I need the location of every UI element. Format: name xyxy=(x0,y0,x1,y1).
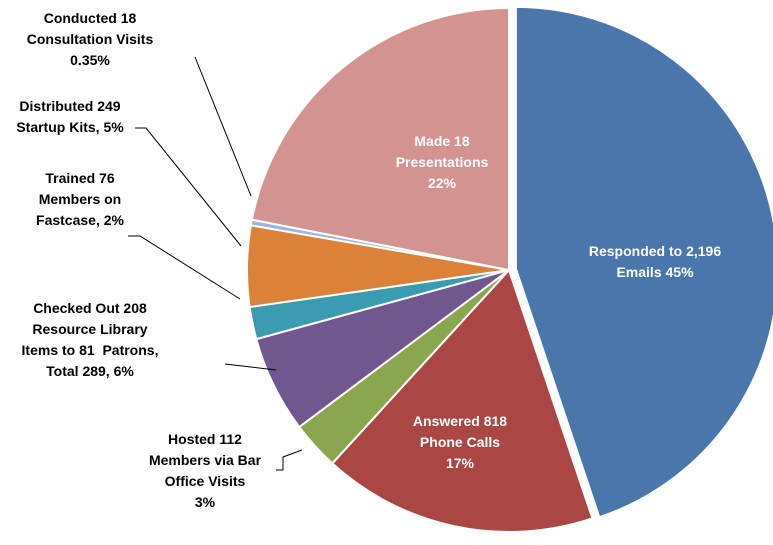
value-label: 3% xyxy=(194,494,216,510)
category-label: Made 18 Presentations xyxy=(395,133,489,170)
slice-label: Checked Out 208 Resource Library Items t… xyxy=(22,298,159,382)
category-label: Responded to 2,196 Emails xyxy=(588,243,722,280)
pie-slice xyxy=(514,5,773,519)
value-label: 0.35% xyxy=(70,52,110,68)
slice-label: Conducted 18 Consultation Visits 0.35% xyxy=(27,8,154,71)
pie-slice xyxy=(250,6,510,272)
slice-label: Answered 818 Phone Calls 17% xyxy=(413,411,507,474)
category-label: Trained 76 Members on Fastcase, xyxy=(36,170,122,228)
category-label: Checked Out 208 Resource Library Items t… xyxy=(21,300,159,379)
leader-line xyxy=(276,449,303,471)
pie-slice xyxy=(330,268,594,533)
slice-label: Made 18 Presentations 22% xyxy=(396,131,489,194)
value-label: 45% xyxy=(665,264,694,280)
category-label: Conducted 18 Consultation Visits xyxy=(26,10,154,47)
value-label: 17% xyxy=(445,455,475,471)
value-label: 22% xyxy=(427,175,457,191)
leader-line xyxy=(224,363,277,371)
leader-line xyxy=(135,127,242,247)
slice-label: Responded to 2,196 Emails 45% xyxy=(589,241,721,283)
leader-line xyxy=(128,235,241,300)
category-label: Hosted 112 Members via Bar Office Visits xyxy=(148,431,262,489)
category-label: Distributed 249 Startup Kits, xyxy=(16,98,121,135)
slice-label: Distributed 249 Startup Kits, 5% xyxy=(16,96,123,138)
leader-line xyxy=(194,56,252,197)
value-label: 2% xyxy=(103,212,124,228)
category-label: Answered 818 Phone Calls xyxy=(412,413,508,450)
slice-label: Trained 76 Members on Fastcase, 2% xyxy=(36,168,124,231)
value-label: 5% xyxy=(103,119,124,135)
slice-label: Hosted 112 Members via Bar Office Visits… xyxy=(149,429,261,513)
value-label: 6% xyxy=(113,363,134,379)
